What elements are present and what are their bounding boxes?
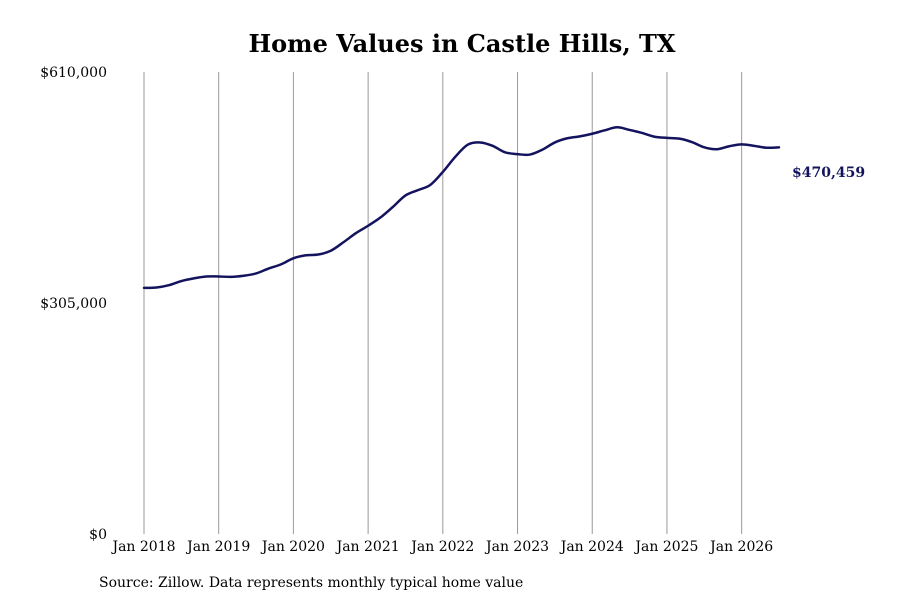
end-value-label: $470,459 (792, 165, 865, 181)
y-axis: $0 $305,000 $610,000 (40, 65, 107, 543)
x-tick-label: Jan 2021 (335, 539, 400, 555)
x-tick-label: Jan 2023 (484, 539, 549, 555)
x-tick-label: Jan 2025 (633, 539, 698, 555)
x-tick-label: Jan 2018 (110, 539, 175, 555)
series-line (142, 126, 781, 290)
y-tick-label: $0 (89, 527, 107, 543)
x-tick-label: Jan 2024 (559, 539, 624, 555)
source-note: Source: Zillow. Data represents monthly … (99, 575, 523, 591)
x-tick-label: Jan 2022 (409, 539, 474, 555)
x-axis: Jan 2018 Jan 2019 Jan 2020 Jan 2021 Jan 2022… (110, 539, 773, 555)
series-group (142, 126, 781, 290)
x-tick-label: Jan 2019 (185, 539, 250, 555)
y-tick-label: $305,000 (40, 296, 107, 312)
x-tick-label: Jan 2026 (708, 539, 773, 555)
x-tick-label: Jan 2020 (260, 539, 325, 555)
gridlines (143, 72, 743, 534)
y-tick-label: $610,000 (40, 65, 107, 81)
chart-title: Home Values in Castle Hills, TX (248, 29, 675, 58)
